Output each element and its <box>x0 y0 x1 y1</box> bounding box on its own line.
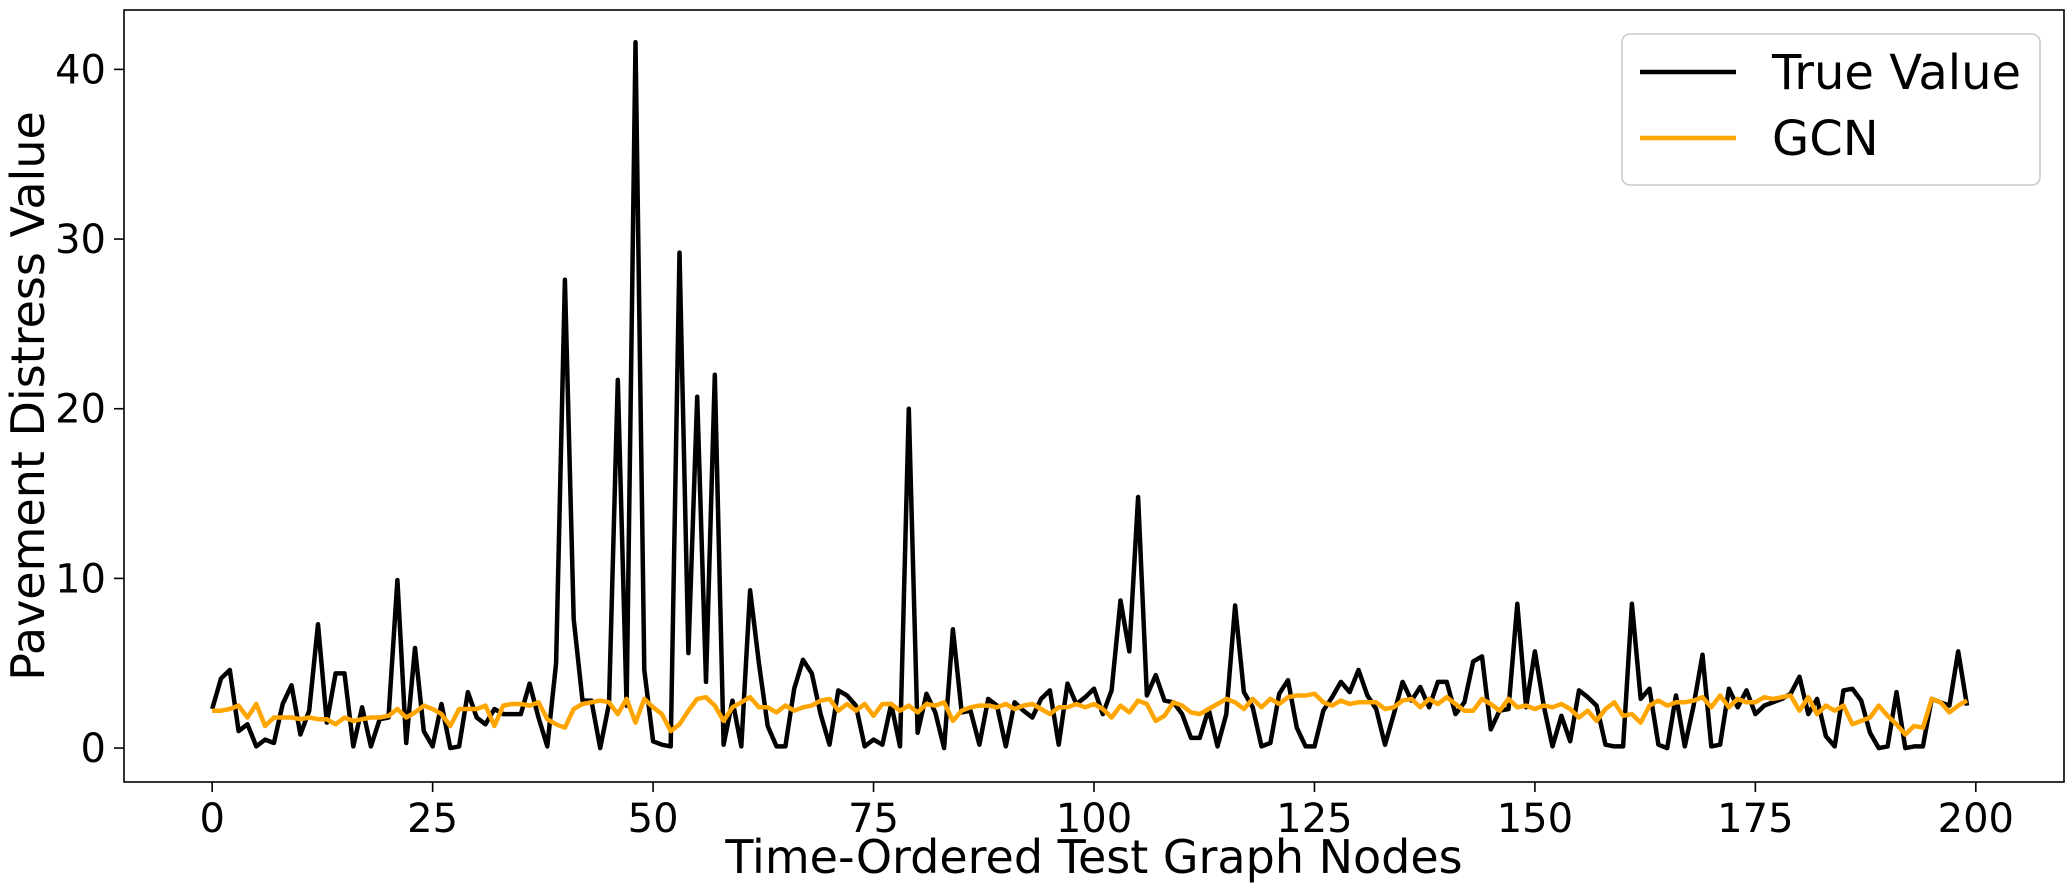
x-tick-label: 100 <box>1056 796 1132 842</box>
x-tick-label: 200 <box>1938 796 2014 842</box>
y-tick-label: 30 <box>55 217 106 263</box>
x-axis-title: Time-Ordered Test Graph Nodes <box>724 830 1462 884</box>
series-line-gcn <box>212 691 1969 737</box>
x-tick-label: 25 <box>407 796 458 842</box>
x-tick-label: 75 <box>848 796 899 842</box>
x-tick-label: 150 <box>1497 796 1573 842</box>
x-tick-label: 175 <box>1717 796 1793 842</box>
y-tick-label: 10 <box>55 556 106 602</box>
y-tick-label: 20 <box>55 387 106 433</box>
x-tick-label: 125 <box>1276 796 1352 842</box>
series-layer <box>210 39 1970 751</box>
legend-label-gcn: GCN <box>1772 111 1879 167</box>
ticks-layer: 0 25 50 75 100 125 150 175 200 0 10 20 30 40 <box>55 47 2014 842</box>
legend: True Value GCN <box>1621 33 2041 186</box>
y-tick-label: 40 <box>55 47 106 93</box>
legend-label-true-value: True Value <box>1771 45 2021 101</box>
x-tick-label: 50 <box>628 796 679 842</box>
x-tick-label: 0 <box>199 796 224 842</box>
y-axis-title: Pavement Distress Value <box>1 111 55 681</box>
y-tick-label: 0 <box>81 726 106 772</box>
